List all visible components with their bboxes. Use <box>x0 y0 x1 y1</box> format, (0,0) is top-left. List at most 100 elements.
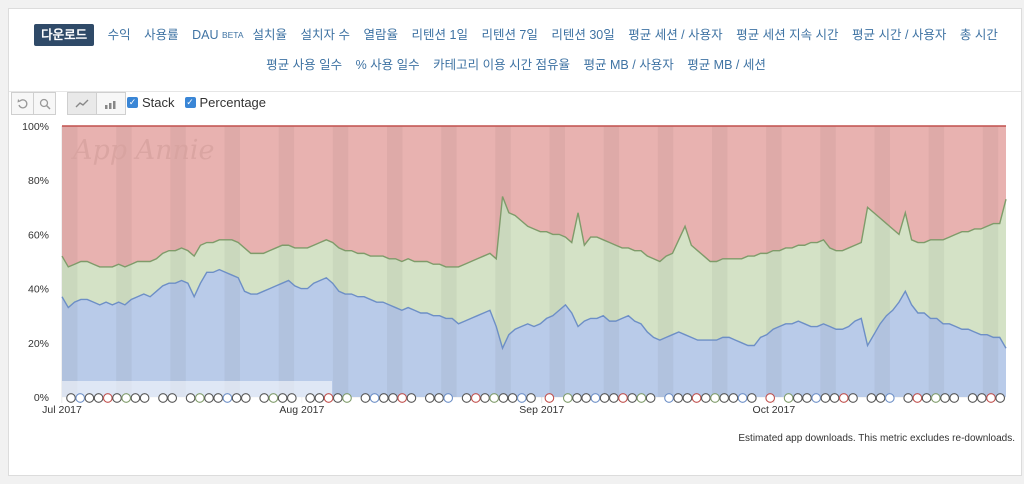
event-marker-icon <box>627 393 638 403</box>
event-marker-icon <box>581 393 592 403</box>
bar-chart-icon[interactable] <box>96 92 126 115</box>
tab-install-rate[interactable]: 설치율 <box>252 28 288 42</box>
tab-downloads[interactable]: 다운로드 <box>34 24 95 46</box>
tab-avg-time-per-user[interactable]: 평균 시간 / 사용자 <box>852 28 947 42</box>
event-marker-icon <box>388 393 398 403</box>
area-series-1-line <box>61 268 1007 351</box>
event-marker-icon <box>829 393 840 403</box>
event-marker-icon <box>507 393 518 403</box>
x-tick-label: Jul 2017 <box>42 404 82 416</box>
tab-dau[interactable]: DAU BETA <box>192 24 247 46</box>
tab-retention-1d[interactable]: 리텐션 1일 <box>411 28 468 42</box>
watermark: App Annie <box>70 135 215 166</box>
event-marker-icon <box>967 393 978 403</box>
event-marker-icon <box>185 393 196 403</box>
event-marker-icon <box>691 393 702 403</box>
event-marker-icon <box>332 393 343 403</box>
event-marker-icon <box>93 393 104 403</box>
event-marker-icon <box>102 393 113 403</box>
weekend-band <box>386 126 403 397</box>
event-marker-icon <box>194 393 205 403</box>
weekend-band <box>332 126 349 397</box>
event-marker-icon <box>480 393 490 403</box>
event-marker-icon <box>424 393 435 403</box>
event-marker-icon <box>940 393 950 403</box>
stack-checkbox[interactable]: ✓ <box>127 97 138 108</box>
x-tick-label: Sep 2017 <box>519 404 564 416</box>
event-marker-icon <box>84 393 95 403</box>
tab-avg-days-used[interactable]: 평균 사용 일수 <box>266 58 343 72</box>
chart-areas <box>61 125 1007 397</box>
weekend-band <box>766 126 782 397</box>
event-marker-icon <box>838 393 849 403</box>
tab-category-time-share[interactable]: 카테고리 이용 시간 점유율 <box>433 58 571 72</box>
area-series-1 <box>62 269 1006 397</box>
stack-option[interactable]: ✓ Stack <box>127 95 175 110</box>
chart-panel: 다운로드 수익 사용률 DAU BETA 설치율 설치자 수 열람율 리텐션 1일… <box>8 8 1022 476</box>
metric-tabs-row-1: 다운로드 수익 사용률 DAU BETA 설치율 설치자 수 열람율 리텐션 1일… <box>9 24 1023 46</box>
tab-avg-session-duration[interactable]: 평균 세션 지속 시간 <box>736 28 839 42</box>
tab-avg-sessions-per-user[interactable]: 평균 세션 / 사용자 <box>628 28 723 42</box>
y-tick-label: 100% <box>22 121 49 133</box>
y-tick-label: 20% <box>28 338 49 350</box>
tab-total-time[interactable]: 총 시간 <box>959 28 998 42</box>
event-marker-icon <box>268 393 279 403</box>
tab-retention-30d[interactable]: 리텐션 30일 <box>551 28 615 42</box>
tab-retention-7d[interactable]: 리텐션 7일 <box>481 28 538 42</box>
y-axis-labels: 0% 20% 40% 60% 80% 100% <box>22 121 49 404</box>
event-marker-icon <box>277 393 288 403</box>
tab-installers[interactable]: 설치자 수 <box>300 28 351 42</box>
event-marker-icon <box>921 393 932 403</box>
tab-revenue[interactable]: 수익 <box>107 28 131 42</box>
event-marker-icon <box>848 393 858 403</box>
event-marker-icon <box>121 393 132 403</box>
event-marker-icon <box>544 393 555 403</box>
event-marker-icon <box>470 393 481 403</box>
event-marker-icon <box>443 393 454 403</box>
event-marker-icon <box>434 393 444 403</box>
tab-usage-rate[interactable]: 사용률 <box>144 28 179 42</box>
event-marker-icon <box>286 393 297 403</box>
event-marker-icon <box>664 393 674 403</box>
event-marker-icon <box>884 393 895 403</box>
stack-label: Stack <box>142 95 175 110</box>
event-marker-icon <box>130 393 141 403</box>
tab-percent-days-used[interactable]: % 사용 일수 <box>355 58 420 72</box>
percentage-option[interactable]: ✓ Percentage <box>184 95 266 110</box>
event-marker-icon <box>811 393 822 403</box>
event-marker-icon <box>737 393 748 403</box>
percentage-checkbox[interactable]: ✓ <box>184 97 196 108</box>
event-marker-icon <box>949 393 960 403</box>
tab-avg-mb-per-session[interactable]: 평균 MB / 세션 <box>687 58 766 72</box>
event-marker-icon <box>710 393 720 403</box>
event-marker-icon <box>66 393 76 403</box>
y-tick-label: 80% <box>28 175 49 187</box>
event-marker-icon <box>618 393 628 403</box>
event-marker-icon <box>912 393 923 403</box>
weekend-band <box>224 126 240 397</box>
tab-open-rate[interactable]: 열람율 <box>363 28 399 42</box>
event-marker-icon <box>323 393 334 403</box>
event-marker-icon <box>728 393 739 403</box>
event-marker-icon <box>167 393 178 403</box>
undo-icon[interactable] <box>11 92 34 115</box>
event-marker-icon <box>746 393 757 403</box>
weekend-band <box>116 126 132 397</box>
event-marker-icon <box>526 393 536 403</box>
event-marker-icon <box>645 393 656 403</box>
x-axis-labels: Jul 2017 Aug 2017 Sep 2017 Oct 2017 <box>42 404 795 416</box>
event-marker-icon <box>397 393 408 403</box>
chart-options: ✓ Stack ✓ Percentage <box>127 95 276 110</box>
event-marker-icon <box>875 393 886 403</box>
weekend-band <box>657 126 674 397</box>
event-marker-icon <box>765 393 776 403</box>
event-marker-icon <box>562 393 573 403</box>
event-marker-icon <box>342 393 352 403</box>
event-marker-icon <box>158 393 168 403</box>
tab-avg-mb-per-user[interactable]: 평균 MB / 사용자 <box>583 58 674 72</box>
zoom-icon[interactable] <box>33 92 56 115</box>
event-marker-icon <box>802 393 812 403</box>
zoom-tools <box>11 92 56 115</box>
weekend-band <box>874 126 890 397</box>
y-tick-label: 0% <box>34 392 49 404</box>
